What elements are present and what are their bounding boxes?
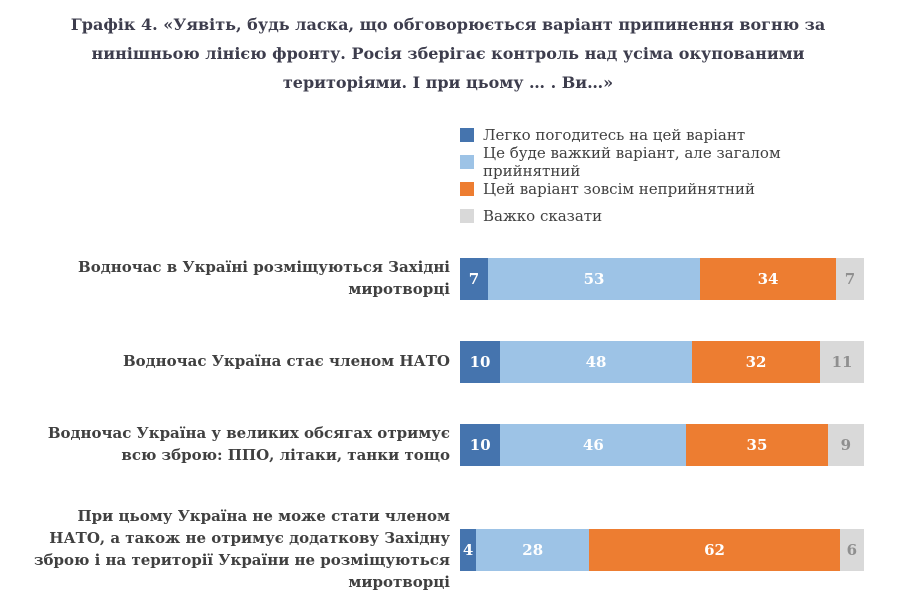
- legend-label: Важко сказати: [483, 206, 603, 225]
- bar-segment-easily-agree: 10: [460, 340, 500, 383]
- category-label: При цьому Україна не може стати членом Н…: [33, 507, 450, 591]
- bar-segment-hard-to-say: 9: [827, 423, 865, 466]
- legend-item: Легко погодитесь на цей варіант: [460, 121, 864, 148]
- segment-value: 35: [746, 435, 768, 454]
- bar-row: Водночас Україна у великих обсягах отрим…: [22, 423, 865, 467]
- segment-value: 9: [840, 435, 852, 454]
- bar-segment-difficult-acceptable: 48: [500, 340, 692, 383]
- segment-value: 62: [704, 540, 725, 559]
- legend-swatch-hard-to-say: [460, 208, 474, 223]
- segment-value: 46: [582, 435, 604, 454]
- bar-segment-unacceptable: 35: [686, 423, 828, 466]
- bar-segment-hard-to-say: 6: [839, 528, 864, 571]
- stacked-bar: 4 28 62 6: [460, 528, 864, 571]
- bar-row: При цьому Україна не може стати членом Н…: [22, 506, 864, 593]
- bar-segment-difficult-acceptable: 53: [488, 258, 700, 301]
- legend-label: Цей варіант зовсім неприйнятний: [483, 179, 756, 198]
- stacked-bar: 10 46 35 9: [460, 423, 865, 466]
- bar-segment-easily-agree: 4: [460, 528, 477, 571]
- legend-swatch-unacceptable: [460, 181, 474, 196]
- category-label: Водночас Україна у великих обсягах отрим…: [47, 423, 450, 464]
- bars-area: Водночас в Україні розміщуються Західні …: [22, 257, 865, 593]
- legend-item: Важко сказати: [460, 202, 864, 229]
- bar-segment-hard-to-say: 11: [820, 340, 864, 383]
- legend-label: Легко погодитесь на цей варіант: [483, 125, 746, 144]
- category-label: Водночас Україна стає членом НАТО: [122, 351, 450, 370]
- stacked-bar: 7 53 34 7: [460, 258, 864, 301]
- legend-swatch-difficult-acceptable: [460, 154, 474, 169]
- segment-value: 6: [846, 540, 858, 559]
- segment-value: 11: [831, 352, 853, 371]
- bar-segment-easily-agree: 7: [460, 258, 488, 301]
- bar-segment-unacceptable: 32: [692, 340, 820, 383]
- segment-value: 32: [745, 352, 767, 371]
- segment-value: 7: [468, 270, 480, 289]
- segment-value: 28: [522, 540, 544, 559]
- legend-item: Це буде важкий варіант, але загалом прий…: [460, 144, 864, 180]
- bar-segment-unacceptable: 62: [589, 528, 840, 571]
- segment-value: 10: [469, 435, 491, 454]
- bar-segment-hard-to-say: 7: [836, 258, 864, 301]
- legend-item: Цей варіант зовсім неприйнятний: [460, 175, 864, 202]
- segment-value: 34: [757, 270, 779, 289]
- legend-swatch-easily-agree: [460, 127, 474, 142]
- chart-title: Графік 4. «Уявіть, будь ласка, що обгово…: [70, 15, 826, 93]
- segment-value: 10: [469, 352, 491, 371]
- bar-row: Водночас Україна стає членом НАТО 10 48 …: [22, 340, 864, 383]
- bar-segment-easily-agree: 10: [460, 423, 501, 466]
- bar-segment-difficult-acceptable: 46: [500, 423, 687, 466]
- segment-value: 48: [585, 352, 607, 371]
- bar-segment-difficult-acceptable: 28: [476, 528, 590, 571]
- stacked-bar: 10 48 32 11: [460, 340, 864, 383]
- category-label: Водночас в Україні розміщуються Західні …: [78, 258, 450, 299]
- chart-legend: Легко погодитесь на цей варіант Це буде …: [460, 121, 864, 229]
- bar-row: Водночас в Україні розміщуються Західні …: [22, 257, 864, 301]
- segment-value: 7: [844, 270, 856, 289]
- legend-label: Це буде важкий варіант, але загалом прий…: [483, 143, 781, 180]
- segment-value: 53: [583, 270, 605, 289]
- bar-segment-unacceptable: 34: [700, 258, 836, 301]
- segment-value: 4: [462, 540, 474, 559]
